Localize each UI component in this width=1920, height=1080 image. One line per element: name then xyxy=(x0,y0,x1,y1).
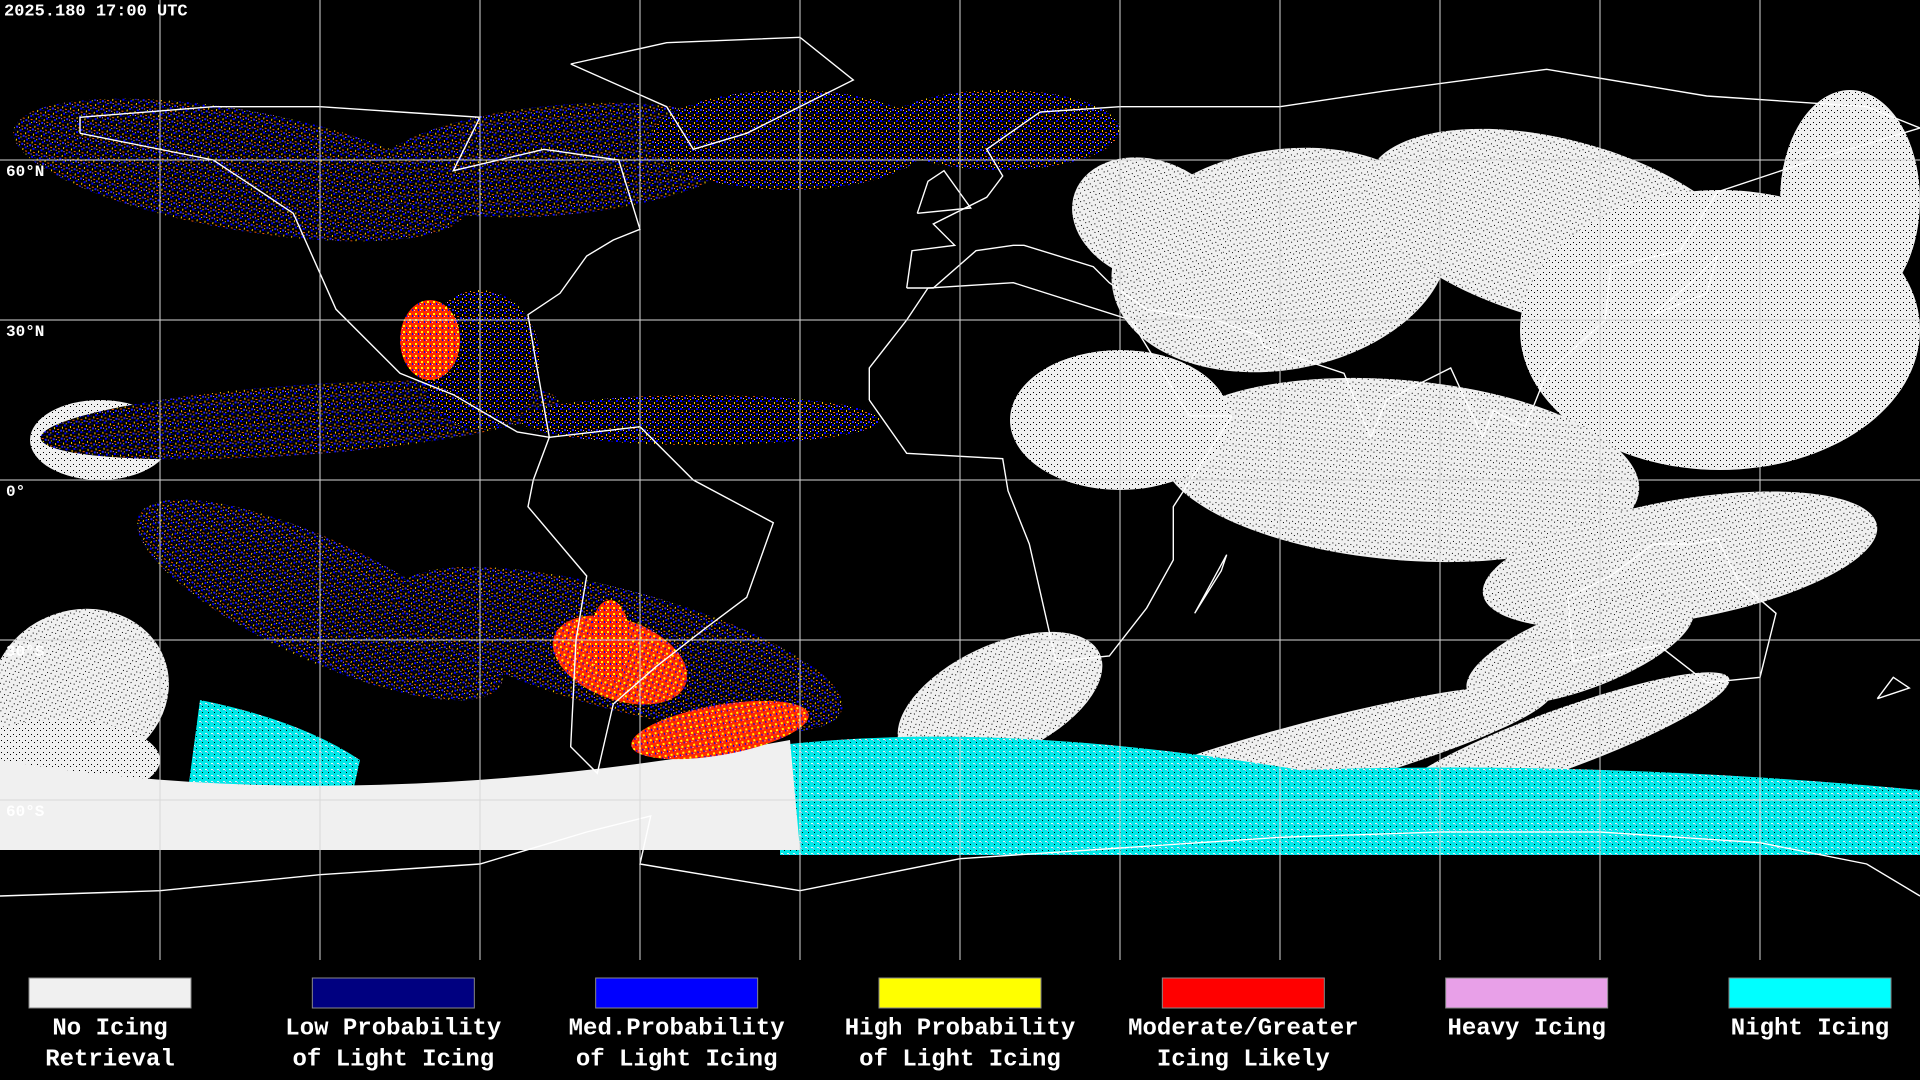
clear-region xyxy=(1466,594,1694,706)
coastline xyxy=(0,815,1920,897)
legend-swatch xyxy=(1728,977,1892,1009)
icing-region xyxy=(631,700,809,760)
legend-swatch xyxy=(595,977,759,1009)
latitude-label: 60°N xyxy=(6,163,44,181)
legend-swatch xyxy=(878,977,1042,1009)
legend-label: Moderate/Greater xyxy=(1128,1015,1358,1042)
legend-label: Low Probability xyxy=(285,1015,501,1042)
icing-region xyxy=(520,395,880,445)
legend-label: of Light Icing xyxy=(293,1046,495,1073)
timestamp: 2025.180 17:00 UTC xyxy=(4,2,188,21)
antarctic-edge xyxy=(0,740,800,850)
clear-region xyxy=(897,631,1103,769)
clear-region xyxy=(1482,491,1878,629)
legend: No Icing Retrieval Low Probability of Light… xyxy=(0,960,1920,1080)
latitude-label: 60°S xyxy=(6,803,45,821)
legend-label: Med.Probability xyxy=(569,1015,785,1042)
coastline xyxy=(1567,537,1777,684)
icing-region xyxy=(650,90,930,190)
latitude-label: 30°N xyxy=(6,323,44,341)
legend-label: Retrieval xyxy=(45,1046,175,1073)
coastline xyxy=(1194,554,1228,614)
legend-label: of Light Icing xyxy=(576,1046,778,1073)
legend-label: High Probability xyxy=(845,1015,1075,1042)
coastline xyxy=(868,281,1234,663)
coastline xyxy=(1652,253,1719,316)
night-icing-band xyxy=(780,736,1920,855)
clear-region xyxy=(1072,157,1228,283)
legend-swatch xyxy=(28,977,192,1009)
coastline xyxy=(916,169,972,214)
cloud-layer xyxy=(0,90,1920,855)
clear-region xyxy=(1780,90,1920,310)
icing-region xyxy=(13,98,467,242)
icing-region xyxy=(880,90,1120,170)
coastlines xyxy=(0,36,1920,897)
legend-label: Heavy Icing xyxy=(1447,1015,1605,1042)
coastline xyxy=(1876,676,1911,700)
latitude-label: 30°S xyxy=(6,643,45,661)
latitude-label: 0° xyxy=(6,483,25,501)
icing-region xyxy=(400,300,460,380)
coastline xyxy=(79,105,641,439)
legend-swatch xyxy=(1161,977,1325,1009)
legend-swatch xyxy=(1445,977,1609,1009)
coastline xyxy=(527,425,775,775)
legend-swatch xyxy=(311,977,475,1009)
legend-label: Icing Likely xyxy=(1157,1046,1330,1073)
icing-region xyxy=(40,380,560,460)
legend-label: No Icing xyxy=(52,1015,167,1042)
legend-label: of Light Icing xyxy=(859,1046,1061,1073)
graticule xyxy=(0,0,1920,960)
legend-label: Night Icing xyxy=(1731,1015,1889,1042)
latitude-labels: 60°N 30°N 0° 30°S 60°S xyxy=(6,163,45,821)
